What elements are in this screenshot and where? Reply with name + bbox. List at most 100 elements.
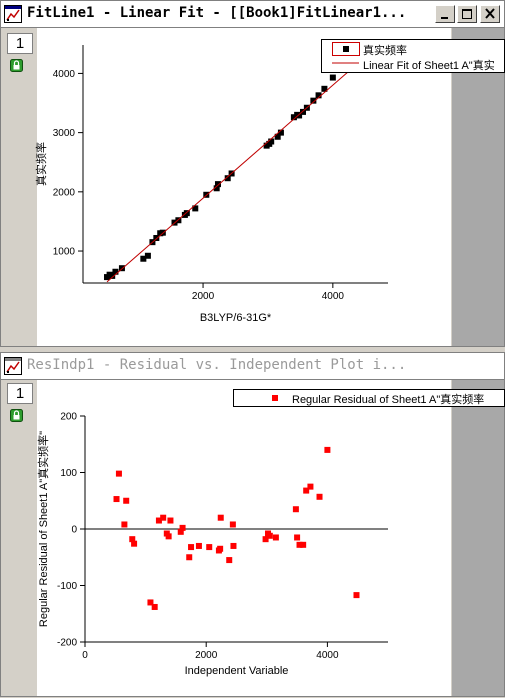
data-point (310, 97, 317, 104)
data-point (160, 514, 167, 521)
x-tick-label: 2000 (195, 650, 218, 661)
data-point (315, 92, 322, 99)
y-tick-label: 2000 (53, 187, 76, 198)
data-point (186, 554, 193, 561)
graph-window-icon (4, 357, 22, 375)
y-tick-label: -200 (57, 638, 77, 649)
legend[interactable] (233, 389, 505, 407)
data-point (206, 544, 213, 551)
x-tick-label: 0 (82, 650, 88, 661)
data-point (123, 497, 130, 504)
y-axis-label: Regular Residual of Sheet1 A"真实频率" (36, 431, 50, 627)
title-bar[interactable]: ResIndp1 - Residual vs. Independent Plot… (1, 353, 504, 380)
y-axis-label: 真实频率 (34, 142, 48, 186)
data-point (300, 541, 307, 548)
minimize-button[interactable] (435, 5, 455, 23)
x-tick-label: 4000 (322, 291, 345, 302)
y-tick-label: -100 (57, 581, 77, 592)
data-point (321, 85, 328, 92)
data-point (177, 528, 184, 535)
data-point (274, 133, 281, 140)
data-point (324, 446, 331, 453)
data-point (217, 514, 224, 521)
data-point (316, 493, 323, 500)
y-tick-label: 100 (60, 468, 77, 479)
restore-button[interactable] (457, 5, 477, 23)
data-point (155, 517, 162, 524)
data-point (183, 210, 190, 217)
data-point (296, 541, 303, 548)
legend-label-2: Linear Fit of Sheet1 A"真实 (363, 60, 495, 72)
page-tab[interactable]: 1 (7, 383, 33, 404)
data-point (195, 542, 202, 549)
data-point (229, 521, 236, 528)
data-point (262, 536, 269, 543)
x-axis-label: Independent Variable (185, 665, 289, 677)
gray-strip (452, 380, 504, 696)
data-point (213, 185, 220, 192)
data-point (113, 496, 120, 503)
data-point (296, 112, 303, 119)
legend-marker-square (272, 395, 278, 401)
data-point (353, 592, 360, 599)
data-point (224, 175, 231, 182)
data-point (140, 255, 147, 262)
data-point (144, 252, 151, 259)
data-point (307, 483, 314, 490)
x-axis-label: B3LYP/6-31G* (200, 312, 272, 324)
y-tick-label: 200 (60, 412, 77, 423)
fit-line-window: FitLine1 - Linear Fit - [[Book1]FitLinea… (0, 0, 505, 347)
window-title: FitLine1 - Linear Fit - [[Book1]FitLinea… (27, 5, 407, 21)
lock-icon[interactable] (10, 409, 23, 422)
legend-label-1: 真实频率 (363, 45, 407, 57)
x-tick-label: 4000 (316, 650, 339, 661)
data-point (299, 108, 306, 115)
close-button[interactable] (480, 5, 500, 23)
data-point (217, 545, 224, 552)
data-point (214, 181, 221, 188)
data-point (266, 532, 273, 539)
graph-layer (37, 28, 451, 346)
data-point (147, 599, 154, 606)
data-point (292, 506, 299, 513)
data-point (230, 542, 237, 549)
data-point (329, 74, 336, 81)
data-point (112, 268, 119, 275)
y-tick-label: 1000 (53, 247, 76, 258)
data-point (188, 544, 195, 551)
data-point (129, 536, 136, 543)
data-point (165, 533, 172, 540)
data-point (131, 540, 138, 547)
fit-chart: 2000 4000 1000 2000 3000 4000 B3LYP/6-31G* 真实频率 (34, 45, 388, 324)
y-tick-label: 3000 (53, 128, 76, 139)
data-point (268, 138, 275, 145)
data-point (109, 272, 116, 279)
data-point (115, 470, 122, 477)
data-point (151, 603, 158, 610)
y-tick-label: 4000 (53, 69, 76, 80)
lock-icon[interactable] (10, 59, 23, 72)
x-tick-label: 2000 (192, 291, 215, 302)
restore-icon (462, 9, 472, 19)
legend-marker-square (343, 46, 349, 52)
window-title: ResIndp1 - Residual vs. Independent Plot… (27, 357, 407, 373)
data-point (290, 114, 297, 121)
data-point (226, 557, 233, 564)
data-point (179, 524, 186, 531)
data-point (294, 534, 301, 541)
graph-window-icon (4, 5, 22, 23)
gray-strip (452, 28, 504, 346)
data-point (192, 205, 199, 212)
data-point (277, 129, 284, 136)
y-tick-label: 0 (71, 525, 77, 536)
fit-line (106, 57, 365, 283)
graph-layer (37, 380, 451, 696)
page-tab[interactable]: 1 (7, 33, 33, 54)
data-point (167, 517, 174, 524)
title-bar[interactable]: FitLine1 - Linear Fit - [[Book1]FitLinea… (1, 1, 504, 28)
data-point (153, 235, 160, 242)
data-point (121, 521, 128, 528)
residual-window: ResIndp1 - Residual vs. Independent Plot… (0, 352, 505, 697)
close-icon (485, 8, 495, 19)
residual-chart: 0 2000 4000 -200 -100 0 100 200 Independent Vari… (36, 412, 388, 677)
